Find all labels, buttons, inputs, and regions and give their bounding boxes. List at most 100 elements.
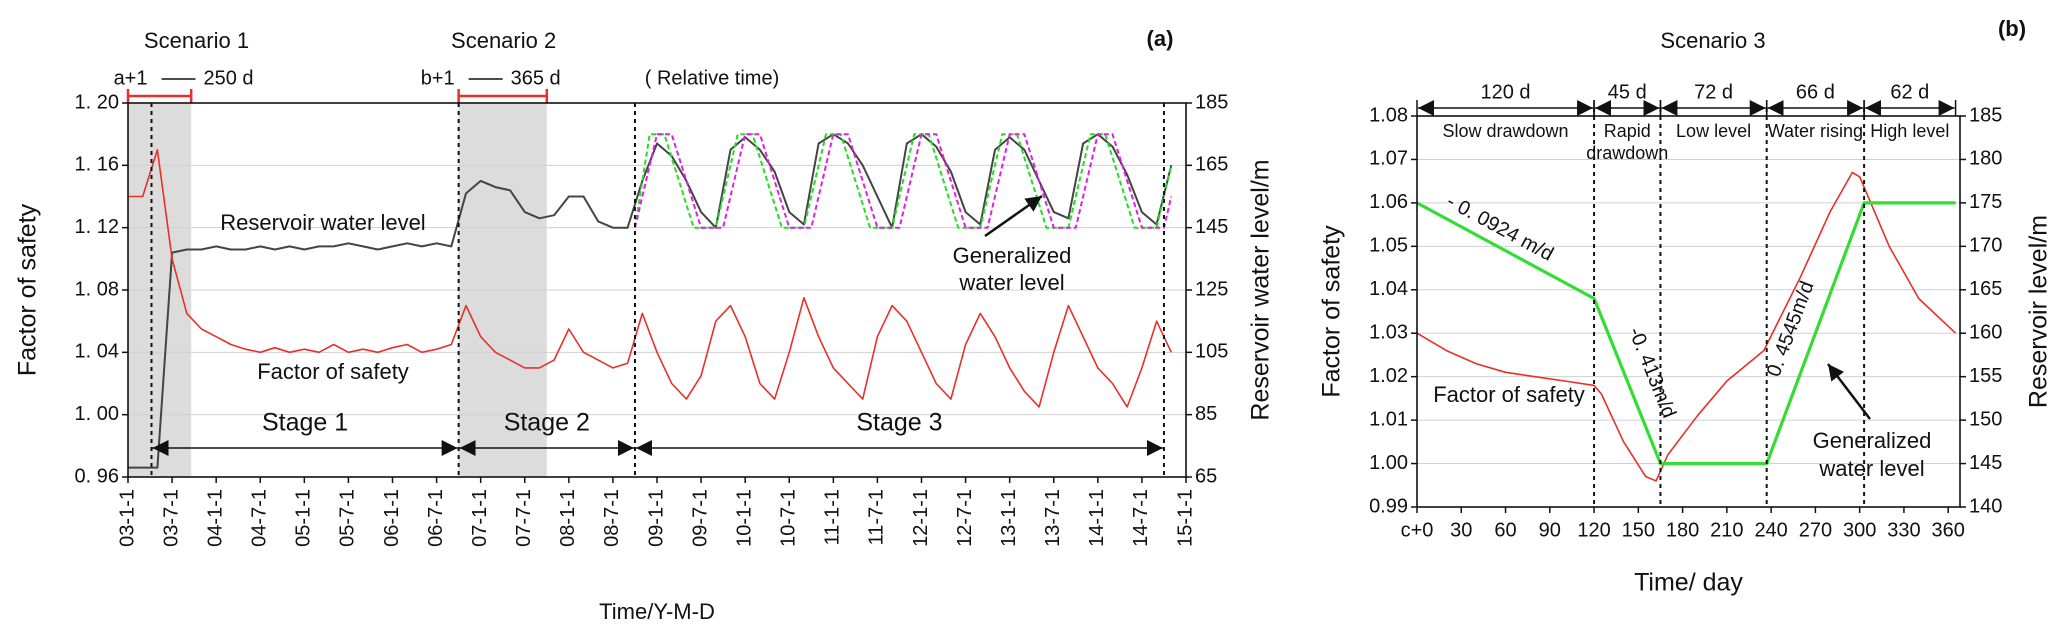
scenario-end-label: 365 d xyxy=(511,67,561,89)
phase-name: Low level xyxy=(1676,121,1751,141)
y-tick-label: 1. 12 xyxy=(75,216,119,238)
x-tick-label: 150 xyxy=(1622,519,1655,541)
annotation-arrow xyxy=(1827,363,1871,420)
x-tick-label: 05-7-1 xyxy=(337,489,359,547)
x-tick-label: 13-1-1 xyxy=(998,489,1020,547)
x-tick-label: 08-1-1 xyxy=(557,489,579,547)
panel-label: (a) xyxy=(1147,26,1174,51)
slope-label: -0. 413m/d xyxy=(1624,324,1680,421)
phase-duration: 66 d xyxy=(1796,81,1835,103)
scenario-title: Scenario 1 xyxy=(144,28,249,53)
x-tick-label: 03-7-1 xyxy=(160,489,182,547)
y-tick-label: 1.07 xyxy=(1369,148,1408,170)
annotation: Factor of safety xyxy=(257,359,409,384)
x-tick-label: 270 xyxy=(1799,519,1832,541)
annotation: water level xyxy=(1818,456,1924,481)
y-tick-label: 1.00 xyxy=(1369,452,1408,474)
relative-time-label: ( Relative time) xyxy=(645,67,779,89)
y-tick-label: 1.03 xyxy=(1369,322,1408,344)
y2-tick-label: 165 xyxy=(1195,154,1228,176)
background-layer xyxy=(128,102,1960,508)
y2-axis-title: Reservoir level/m xyxy=(2025,215,2053,408)
x-axis-title: Time/ day xyxy=(1634,569,1743,597)
series-line xyxy=(1416,201,1956,466)
x-tick-label: 13-7-1 xyxy=(1042,489,1064,547)
x-tick-label: 09-1-1 xyxy=(645,489,667,547)
y-tick-label: 1. 00 xyxy=(75,403,119,425)
y-tick-label: 1.04 xyxy=(1369,278,1408,300)
y-tick-label: 1.06 xyxy=(1369,191,1408,213)
x-tick-label: 210 xyxy=(1710,519,1743,541)
series-line xyxy=(634,133,1173,229)
x-tick-label: 03-1-1 xyxy=(116,489,138,547)
stage-label: Stage 2 xyxy=(504,409,590,437)
series-line xyxy=(634,133,1173,229)
annotation: Reservoir water level xyxy=(220,210,425,235)
y-tick-label: 1.05 xyxy=(1369,235,1408,257)
x-tick-label: 12-7-1 xyxy=(954,489,976,547)
y2-tick-label: 170 xyxy=(1969,235,2002,257)
x-tick-label: 08-7-1 xyxy=(601,489,623,547)
stage-label: Stage 1 xyxy=(262,409,348,437)
y2-tick-label: 185 xyxy=(1195,91,1228,113)
phase-name: Rapid xyxy=(1604,121,1651,141)
slope-label: - 0. 0924 m/d xyxy=(1443,190,1557,265)
y-tick-label: 0.99 xyxy=(1369,495,1408,517)
scenario-title: Scenario 2 xyxy=(451,28,556,53)
annotation: Factor of safety xyxy=(1433,382,1585,407)
phase-name: Slow drawdown xyxy=(1443,121,1569,141)
x-tick-label: 11-7-1 xyxy=(866,489,888,545)
y2-tick-label: 125 xyxy=(1195,278,1228,300)
y-axis-title: Factor of safety xyxy=(14,203,42,376)
plot-frame xyxy=(127,102,1187,478)
y2-tick-label: 145 xyxy=(1969,452,2002,474)
slope-label: 0. 4545m/d xyxy=(1763,278,1819,379)
x-tick-label: 14-1-1 xyxy=(1086,489,1108,547)
phase-duration: 45 d xyxy=(1608,81,1647,103)
y2-tick-label: 140 xyxy=(1969,495,2002,517)
phase-duration: 72 d xyxy=(1694,81,1733,103)
y-tick-label: 1.02 xyxy=(1369,365,1408,387)
y2-tick-label: 65 xyxy=(1195,465,1217,487)
y2-axis-title: Reservoir water level/m xyxy=(1247,159,1275,420)
stage-label: Stage 3 xyxy=(856,409,942,437)
y-axis-title: Factor of safety xyxy=(1318,225,1346,398)
x-tick-label: 14-7-1 xyxy=(1130,489,1152,547)
y2-tick-label: 85 xyxy=(1195,403,1217,425)
x-tick-label: 300 xyxy=(1843,519,1876,541)
annotation-arrow xyxy=(984,194,1043,238)
x-tick-label: 06-1-1 xyxy=(381,489,403,547)
y2-tick-label: 180 xyxy=(1969,148,2002,170)
x-tick-label: 120 xyxy=(1577,519,1610,541)
y2-tick-label: 150 xyxy=(1969,408,2002,430)
annotation: Generalized xyxy=(953,243,1072,268)
foreground-layer: Scenario 1 a+1 250 d Scenario 2 b+1 365 d ( Re… xyxy=(14,16,2053,624)
y-tick-label: 1.01 xyxy=(1369,408,1408,430)
plot-frame xyxy=(1416,115,1961,508)
x-tick-label: 240 xyxy=(1754,519,1787,541)
annotation: Generalized xyxy=(1813,428,1932,453)
y2-tick-label: 175 xyxy=(1969,191,2002,213)
x-tick-label: 180 xyxy=(1666,519,1699,541)
phase-duration: 120 d xyxy=(1481,81,1531,103)
chart-title: Scenario 3 xyxy=(1660,28,1765,53)
phase-duration: 62 d xyxy=(1890,81,1929,103)
x-tick-label: 12-1-1 xyxy=(910,489,932,547)
x-tick-label: c+0 xyxy=(1401,519,1434,541)
scenario-start-label: a+1 xyxy=(114,67,148,89)
y-tick-label: 1. 04 xyxy=(75,341,119,363)
x-tick-label: 60 xyxy=(1494,519,1516,541)
phase-name: drawdown xyxy=(1586,143,1668,163)
x-tick-label: 10-7-1 xyxy=(778,489,800,547)
y-tick-label: 1. 16 xyxy=(75,154,119,176)
y2-tick-label: 155 xyxy=(1969,365,2002,387)
x-tick-label: 09-7-1 xyxy=(689,489,711,547)
x-tick-label: 11-1-1 xyxy=(822,489,844,545)
x-tick-label: 90 xyxy=(1539,519,1561,541)
x-tick-label: 330 xyxy=(1887,519,1920,541)
x-tick-label: 06-7-1 xyxy=(425,489,447,547)
scenario-start-label: b+1 xyxy=(421,67,455,89)
x-tick-label: 360 xyxy=(1932,519,1965,541)
x-tick-label: 07-7-1 xyxy=(513,489,535,547)
